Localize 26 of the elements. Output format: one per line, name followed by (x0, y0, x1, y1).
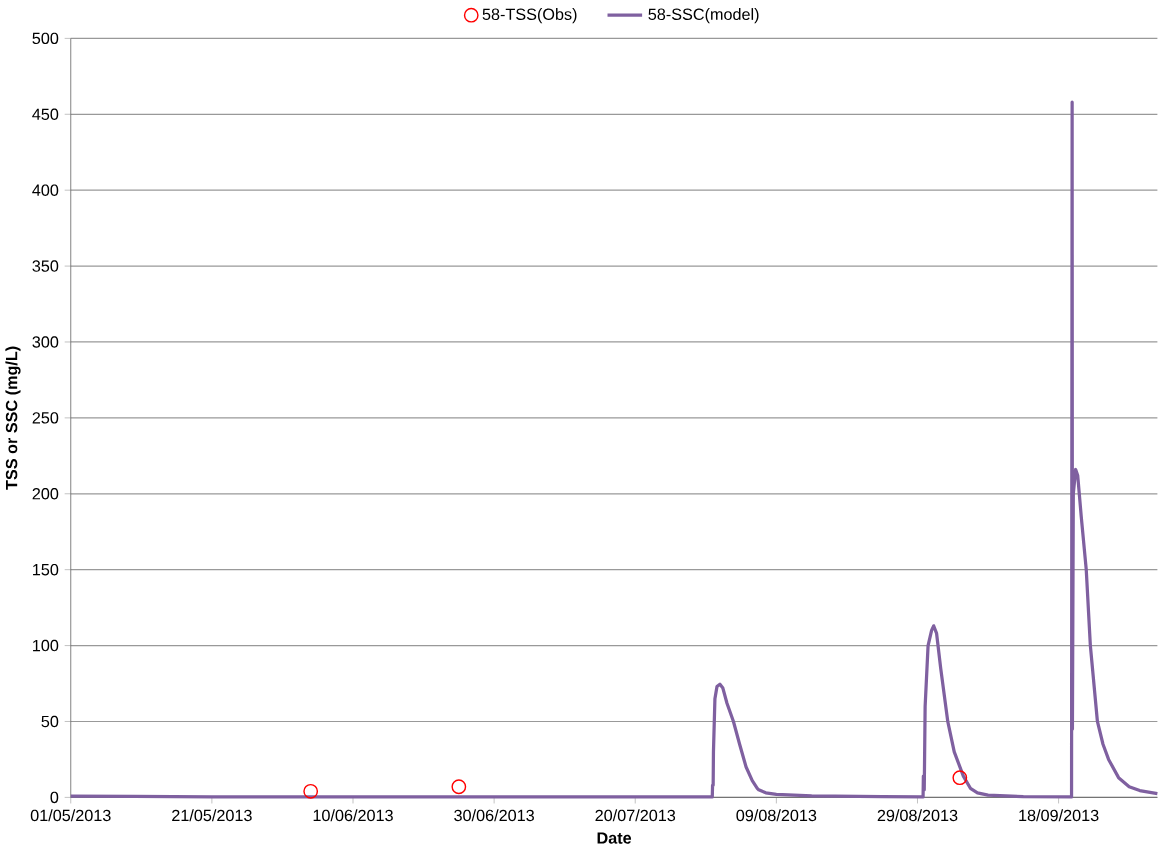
legend-label: 58-SSC(model) (648, 8, 759, 24)
legend-label: 58-TSS(Obs) (482, 8, 577, 24)
x-tick-label: 20/07/2013 (595, 809, 676, 822)
y-tick-label: 50 (41, 715, 59, 728)
x-tick-label: 29/08/2013 (877, 809, 958, 822)
y-tick-label: 0 (50, 791, 59, 804)
y-tick-label: 500 (32, 32, 59, 45)
y-tick-label: 300 (32, 336, 59, 348)
y-axis-title: TSS or SSC (mg/L) (5, 346, 21, 490)
y-tick-label: 200 (32, 487, 59, 500)
y-tick-label: 400 (32, 184, 59, 196)
point (952, 770, 968, 785)
x-tick-label: 01/05/2013 (30, 809, 111, 822)
y-tick-label: 250 (32, 412, 59, 424)
x-tick-label: 30/06/2013 (454, 809, 534, 822)
x-tick-label: 10/06/2013 (313, 809, 393, 822)
y-tick-label: 150 (33, 563, 59, 576)
point (451, 779, 467, 795)
x-axis-title: Date (597, 832, 632, 844)
x-tick-label: 09/08/2013 (736, 809, 817, 822)
y-tick-label: 100 (33, 639, 59, 652)
y-tick-label: 350 (32, 260, 59, 272)
x-tick-label: 21/05/2013 (172, 809, 252, 822)
y-tick-label: 450 (32, 108, 59, 120)
x-tick-label: 18/09/2013 (1019, 809, 1099, 822)
point (303, 783, 319, 799)
